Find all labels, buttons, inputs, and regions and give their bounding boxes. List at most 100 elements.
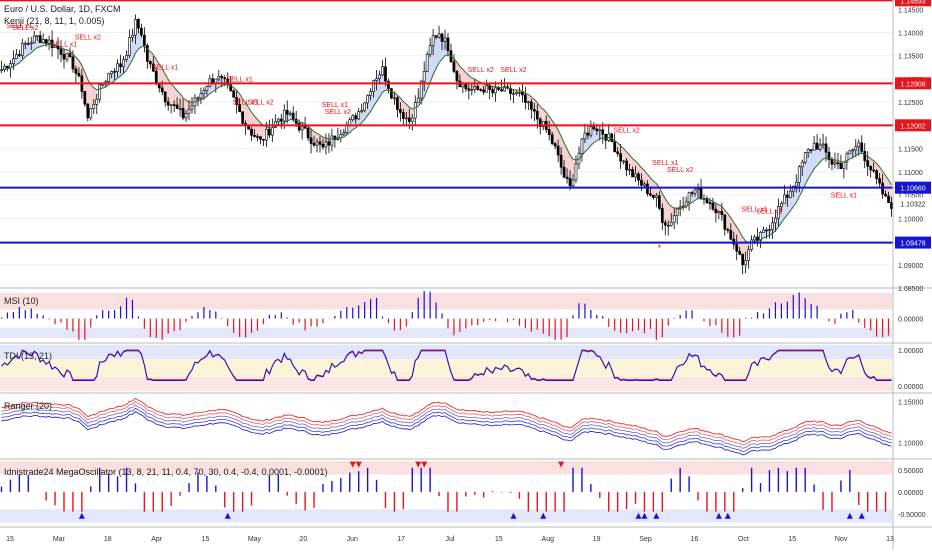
- time-axis-tick: 15: [6, 536, 14, 543]
- price-candle: [354, 115, 358, 120]
- price-candle: [125, 55, 128, 60]
- price-candle: [235, 97, 238, 105]
- price-candle: [151, 63, 155, 72]
- price-candle: [598, 129, 602, 132]
- price-axis-tick: 1.08500: [898, 286, 923, 293]
- price-candle: [634, 173, 637, 178]
- price-candle: [363, 102, 366, 111]
- price-level-tag: [895, 236, 931, 249]
- price-candle: [68, 53, 72, 58]
- price-candle: [464, 83, 468, 90]
- price-candle: [401, 112, 405, 119]
- time-axis-tick: Oct: [738, 536, 749, 543]
- kenji-cloud-segment: [28, 42, 32, 55]
- price-candle: [690, 192, 694, 194]
- price-candle: [384, 66, 387, 82]
- price-candle: [887, 195, 890, 203]
- price-candle: [229, 84, 233, 92]
- price-candle: [399, 109, 402, 113]
- kenji-cloud-segment: [174, 87, 178, 109]
- price-candle: [393, 97, 396, 100]
- price-candle: [524, 94, 527, 103]
- price-candle: [503, 86, 506, 92]
- price-candle: [586, 132, 590, 136]
- price-candle: [720, 211, 724, 216]
- price-candle: [461, 83, 465, 88]
- price-candle: [794, 182, 798, 187]
- price-candle: [262, 138, 265, 141]
- sell-signal-label: SELL x1: [652, 160, 678, 167]
- price-candle: [788, 190, 792, 198]
- price-candle: [89, 108, 93, 119]
- price-candle: [3, 65, 6, 71]
- time-axis-tick: May: [248, 536, 262, 543]
- price-candle: [491, 89, 494, 94]
- time-axis-tick: Jun: [347, 536, 358, 543]
- price-candle: [306, 128, 310, 139]
- price-candle: [592, 126, 596, 130]
- price-candle: [827, 151, 831, 160]
- sell-signal-label: SELL x1: [6, 23, 32, 30]
- price-candle: [750, 239, 753, 250]
- price-candle: [279, 118, 283, 122]
- mega-oscillator-pane-title: Idnistrade24 MegaOscillator (13, 8, 21, …: [4, 467, 328, 477]
- mega-sell-arrow: [355, 461, 362, 468]
- price-level-tag-label: 1.14693: [900, 0, 925, 5]
- price-candle: [425, 54, 429, 72]
- price-candle: [390, 88, 393, 99]
- time-axis-tick: 15: [788, 536, 796, 543]
- price-candle: [643, 183, 646, 186]
- price-candle: [774, 217, 777, 224]
- price-candle: [628, 169, 631, 171]
- kenji-cloud-segment: [189, 101, 192, 110]
- price-candle: [857, 142, 861, 148]
- ranger-band-line: [1, 397, 892, 443]
- price-candle: [140, 27, 143, 36]
- price-candle: [160, 87, 164, 93]
- ranger-band-line: [1, 411, 892, 456]
- price-candle: [657, 195, 661, 209]
- price-candle: [553, 143, 557, 147]
- chart-symbol-title: Euro / U.S. Dollar, 1D, FXCM: [4, 4, 121, 14]
- price-candle: [756, 236, 759, 241]
- sell-signal-label: SELL x2: [667, 167, 693, 174]
- time-axis-tick: 19: [593, 536, 601, 543]
- price-candle: [455, 71, 459, 82]
- mega-buy-arrow: [641, 512, 648, 519]
- kenji-cloud-segment: [406, 104, 410, 122]
- price-candle: [467, 88, 471, 91]
- price-candle: [98, 84, 102, 100]
- price-candle: [604, 133, 608, 141]
- price-candle: [759, 232, 762, 241]
- price-candle: [86, 103, 90, 119]
- price-candle: [663, 222, 667, 226]
- price-candle: [768, 229, 771, 231]
- kenji-cloud-segment: [766, 229, 770, 237]
- price-level-tag-label: 1.12002: [900, 123, 925, 130]
- time-axis-tick: 15: [202, 536, 210, 543]
- price-candle: [131, 34, 134, 38]
- price-candle: [574, 163, 578, 181]
- price-candle: [559, 154, 563, 168]
- price-candle: [833, 162, 837, 165]
- price-candle: [705, 198, 709, 203]
- sell-signal-label: SELL x2: [247, 100, 273, 107]
- price-candle: [92, 104, 96, 109]
- tdi-middle-zone: [0, 359, 893, 377]
- price-candle: [482, 89, 486, 93]
- price-axis-tick: 1.12500: [898, 100, 923, 107]
- price-candle: [675, 208, 679, 216]
- kenji-cloud-segment: [599, 129, 603, 139]
- sell-signal-label: SELL x1: [227, 76, 253, 83]
- price-axis-tick: 1.14500: [898, 7, 923, 14]
- mega-buy-arrow: [715, 512, 722, 519]
- mega-buy-arrow: [510, 512, 517, 519]
- price-candle: [321, 144, 325, 148]
- price-candle: [869, 165, 873, 171]
- price-candle: [351, 115, 355, 121]
- price-candle: [360, 110, 364, 112]
- price-candle: [419, 80, 423, 99]
- kenji-cloud-segment: [331, 135, 335, 140]
- price-candle: [512, 93, 515, 96]
